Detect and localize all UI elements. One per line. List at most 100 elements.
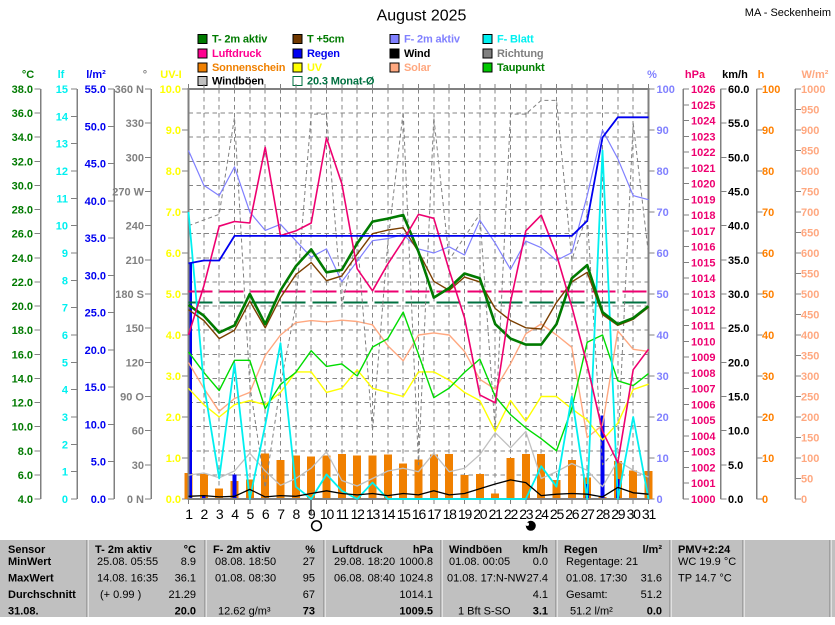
svg-text:UV: UV <box>307 62 323 74</box>
svg-text:32.0: 32.0 <box>12 156 33 168</box>
svg-text:%: % <box>305 544 315 556</box>
svg-text:50: 50 <box>801 474 813 486</box>
svg-text:15: 15 <box>397 506 412 522</box>
svg-text:1021: 1021 <box>691 163 715 175</box>
svg-text:1004: 1004 <box>691 431 716 443</box>
svg-text:50.0: 50.0 <box>85 121 106 133</box>
svg-text:73: 73 <box>303 606 315 618</box>
svg-text:550: 550 <box>801 269 819 281</box>
svg-text:7.0: 7.0 <box>166 207 181 219</box>
svg-text:2: 2 <box>201 506 209 522</box>
svg-text:9.0: 9.0 <box>166 125 181 137</box>
svg-text:31.08.: 31.08. <box>8 606 39 618</box>
svg-text:240: 240 <box>126 221 144 233</box>
svg-text:9: 9 <box>62 248 68 260</box>
svg-text:14: 14 <box>381 506 396 522</box>
svg-text:5: 5 <box>62 357 68 369</box>
svg-text:6: 6 <box>62 330 68 342</box>
svg-text:20.0: 20.0 <box>85 345 106 357</box>
svg-text:90 O: 90 O <box>120 392 144 404</box>
svg-text:95: 95 <box>303 573 315 585</box>
svg-text:90: 90 <box>657 125 669 137</box>
svg-text:hPa: hPa <box>413 544 434 556</box>
svg-text:1010: 1010 <box>691 336 715 348</box>
svg-text:60: 60 <box>657 248 669 260</box>
svg-text:90: 90 <box>762 125 774 137</box>
svg-text:F- Blatt: F- Blatt <box>497 34 534 46</box>
svg-text:TP 14.7 °C: TP 14.7 °C <box>678 573 732 585</box>
svg-text:16: 16 <box>412 506 427 522</box>
svg-text:40.0: 40.0 <box>728 221 749 233</box>
svg-text:1026: 1026 <box>691 84 715 96</box>
svg-text:1000: 1000 <box>801 84 825 96</box>
svg-text:0: 0 <box>762 494 768 506</box>
svg-text:1002: 1002 <box>691 463 715 475</box>
svg-text:5.0: 5.0 <box>91 457 106 469</box>
svg-text:350: 350 <box>801 351 819 363</box>
svg-text:1005: 1005 <box>691 415 715 427</box>
svg-text:06.08. 08:40: 06.08. 08:40 <box>334 573 395 585</box>
svg-text:17: 17 <box>427 506 442 522</box>
svg-text:50.0: 50.0 <box>728 152 749 164</box>
svg-text:1014.1: 1014.1 <box>399 589 433 601</box>
svg-text:3: 3 <box>216 506 224 522</box>
svg-text:100: 100 <box>801 453 819 465</box>
svg-text:l/m²: l/m² <box>86 69 106 81</box>
svg-text:0 N: 0 N <box>127 494 144 506</box>
svg-text:40: 40 <box>657 330 669 342</box>
svg-text:10: 10 <box>657 453 669 465</box>
svg-text:180 S: 180 S <box>115 289 144 301</box>
svg-text:3.0: 3.0 <box>166 371 181 383</box>
svg-text:Windböen: Windböen <box>449 544 502 556</box>
svg-text:01.08. 17:N-NW: 01.08. 17:N-NW <box>447 573 526 585</box>
svg-text:01.08. 00:05: 01.08. 00:05 <box>449 556 510 568</box>
svg-text:70: 70 <box>762 207 774 219</box>
svg-text:2: 2 <box>62 439 68 451</box>
svg-text:70: 70 <box>657 207 669 219</box>
svg-text:51.2 l/m²: 51.2 l/m² <box>570 606 613 618</box>
svg-text:Sonnenschein: Sonnenschein <box>212 62 286 74</box>
svg-text:40: 40 <box>762 330 774 342</box>
svg-text:1020: 1020 <box>691 179 715 191</box>
svg-text:30.0: 30.0 <box>85 270 106 282</box>
svg-text:01.08. 08:30: 01.08. 08:30 <box>215 573 276 585</box>
svg-text:1023: 1023 <box>691 131 715 143</box>
svg-text:30: 30 <box>762 371 774 383</box>
svg-text:40.0: 40.0 <box>85 196 106 208</box>
svg-text:13: 13 <box>56 139 68 151</box>
svg-text:1024.8: 1024.8 <box>399 573 433 585</box>
svg-text:450: 450 <box>801 310 819 322</box>
svg-text:%: % <box>647 69 657 81</box>
svg-text:6.0: 6.0 <box>166 248 181 260</box>
svg-text:8: 8 <box>293 506 301 522</box>
svg-text:55.0: 55.0 <box>85 84 106 96</box>
svg-text:21: 21 <box>489 506 504 522</box>
svg-text:120: 120 <box>126 357 144 369</box>
svg-text:1011: 1011 <box>691 321 715 333</box>
svg-text:16.0: 16.0 <box>12 349 33 361</box>
svg-text:5.0: 5.0 <box>728 460 743 472</box>
svg-text:30: 30 <box>657 371 669 383</box>
svg-text:Regen: Regen <box>564 544 598 556</box>
svg-text:20: 20 <box>473 506 488 522</box>
svg-text:Durchschnitt: Durchschnitt <box>8 589 76 601</box>
svg-text:26.0: 26.0 <box>12 229 33 241</box>
svg-text:650: 650 <box>801 228 819 240</box>
svg-text:01.08. 17:30: 01.08. 17:30 <box>566 573 627 585</box>
svg-text:1 Bft S-SO: 1 Bft S-SO <box>458 606 511 618</box>
svg-text:31.6: 31.6 <box>641 573 662 585</box>
svg-text:1006: 1006 <box>691 399 715 411</box>
svg-text:80: 80 <box>657 166 669 178</box>
svg-text:35.0: 35.0 <box>85 233 106 245</box>
svg-text:3: 3 <box>62 412 68 424</box>
svg-text:UV-I: UV-I <box>160 69 181 81</box>
svg-text:100: 100 <box>657 84 675 96</box>
svg-text:1009: 1009 <box>691 352 715 364</box>
svg-text:F- 2m aktiv: F- 2m aktiv <box>213 544 271 556</box>
svg-text:km/h: km/h <box>522 544 548 556</box>
svg-text:1.0: 1.0 <box>166 453 181 465</box>
svg-text:Regen: Regen <box>307 48 340 60</box>
svg-text:Solar: Solar <box>404 62 432 74</box>
svg-text:6: 6 <box>262 506 270 522</box>
svg-text:38.0: 38.0 <box>12 84 33 96</box>
